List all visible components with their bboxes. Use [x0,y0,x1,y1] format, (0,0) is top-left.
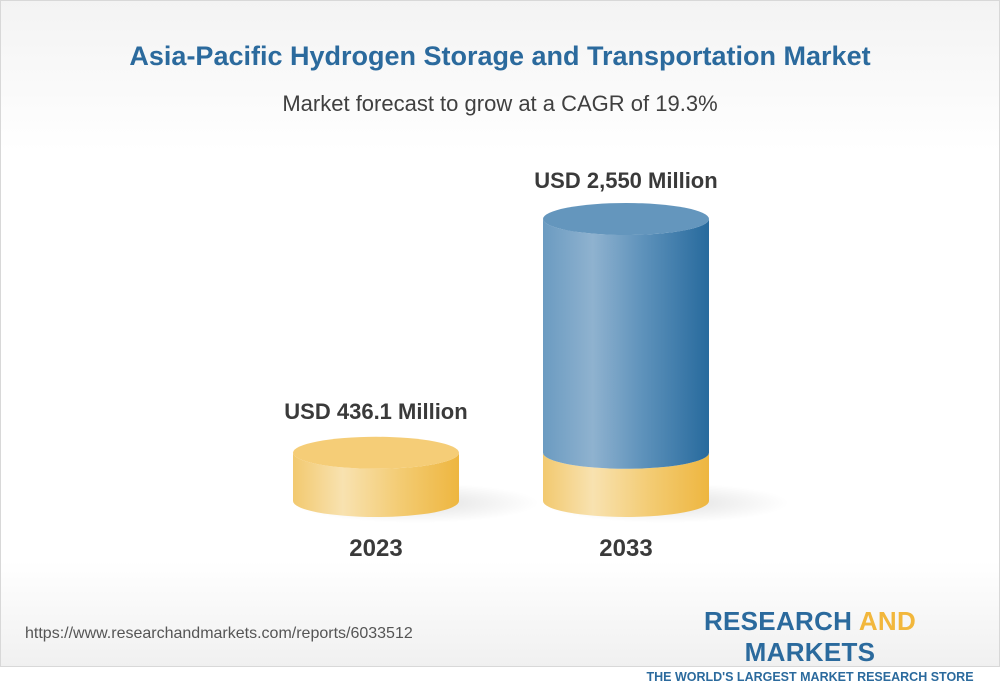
source-url[interactable]: https://www.researchandmarkets.com/repor… [25,625,413,642]
x-label-2033: 2033 [599,535,652,562]
cylinder-base-segment-2023 [293,452,459,517]
x-label-2023: 2023 [349,535,402,562]
cylinder-top-2033 [543,203,709,235]
logo-tagline: THE WORLD'S LARGEST MARKET RESEARCH STOR… [646,670,974,684]
chart-title: Asia-Pacific Hydrogen Storage and Transp… [129,41,871,71]
cylinder-chart: USD 436.1 Million USD 2,550 Million 2023… [284,168,789,562]
logo-text-markets: MARKETS [744,637,876,667]
chart-subtitle: Market forecast to grow at a CAGR of 19.… [282,91,718,116]
cylinder-growth-segment-2033 [543,219,709,469]
logo-text-research: RESEARCH [703,606,859,636]
data-label-2023: USD 436.1 Million [284,399,467,424]
logo-text-and: AND [858,606,917,636]
research-and-markets-logo: RESEARCH AND MARKETS THE WORLD'S LARGEST… [642,606,978,684]
cylinder-top-2023 [293,436,459,469]
cylinder-base-segment-2033 [543,452,709,517]
data-label-2033: USD 2,550 Million [534,168,717,193]
